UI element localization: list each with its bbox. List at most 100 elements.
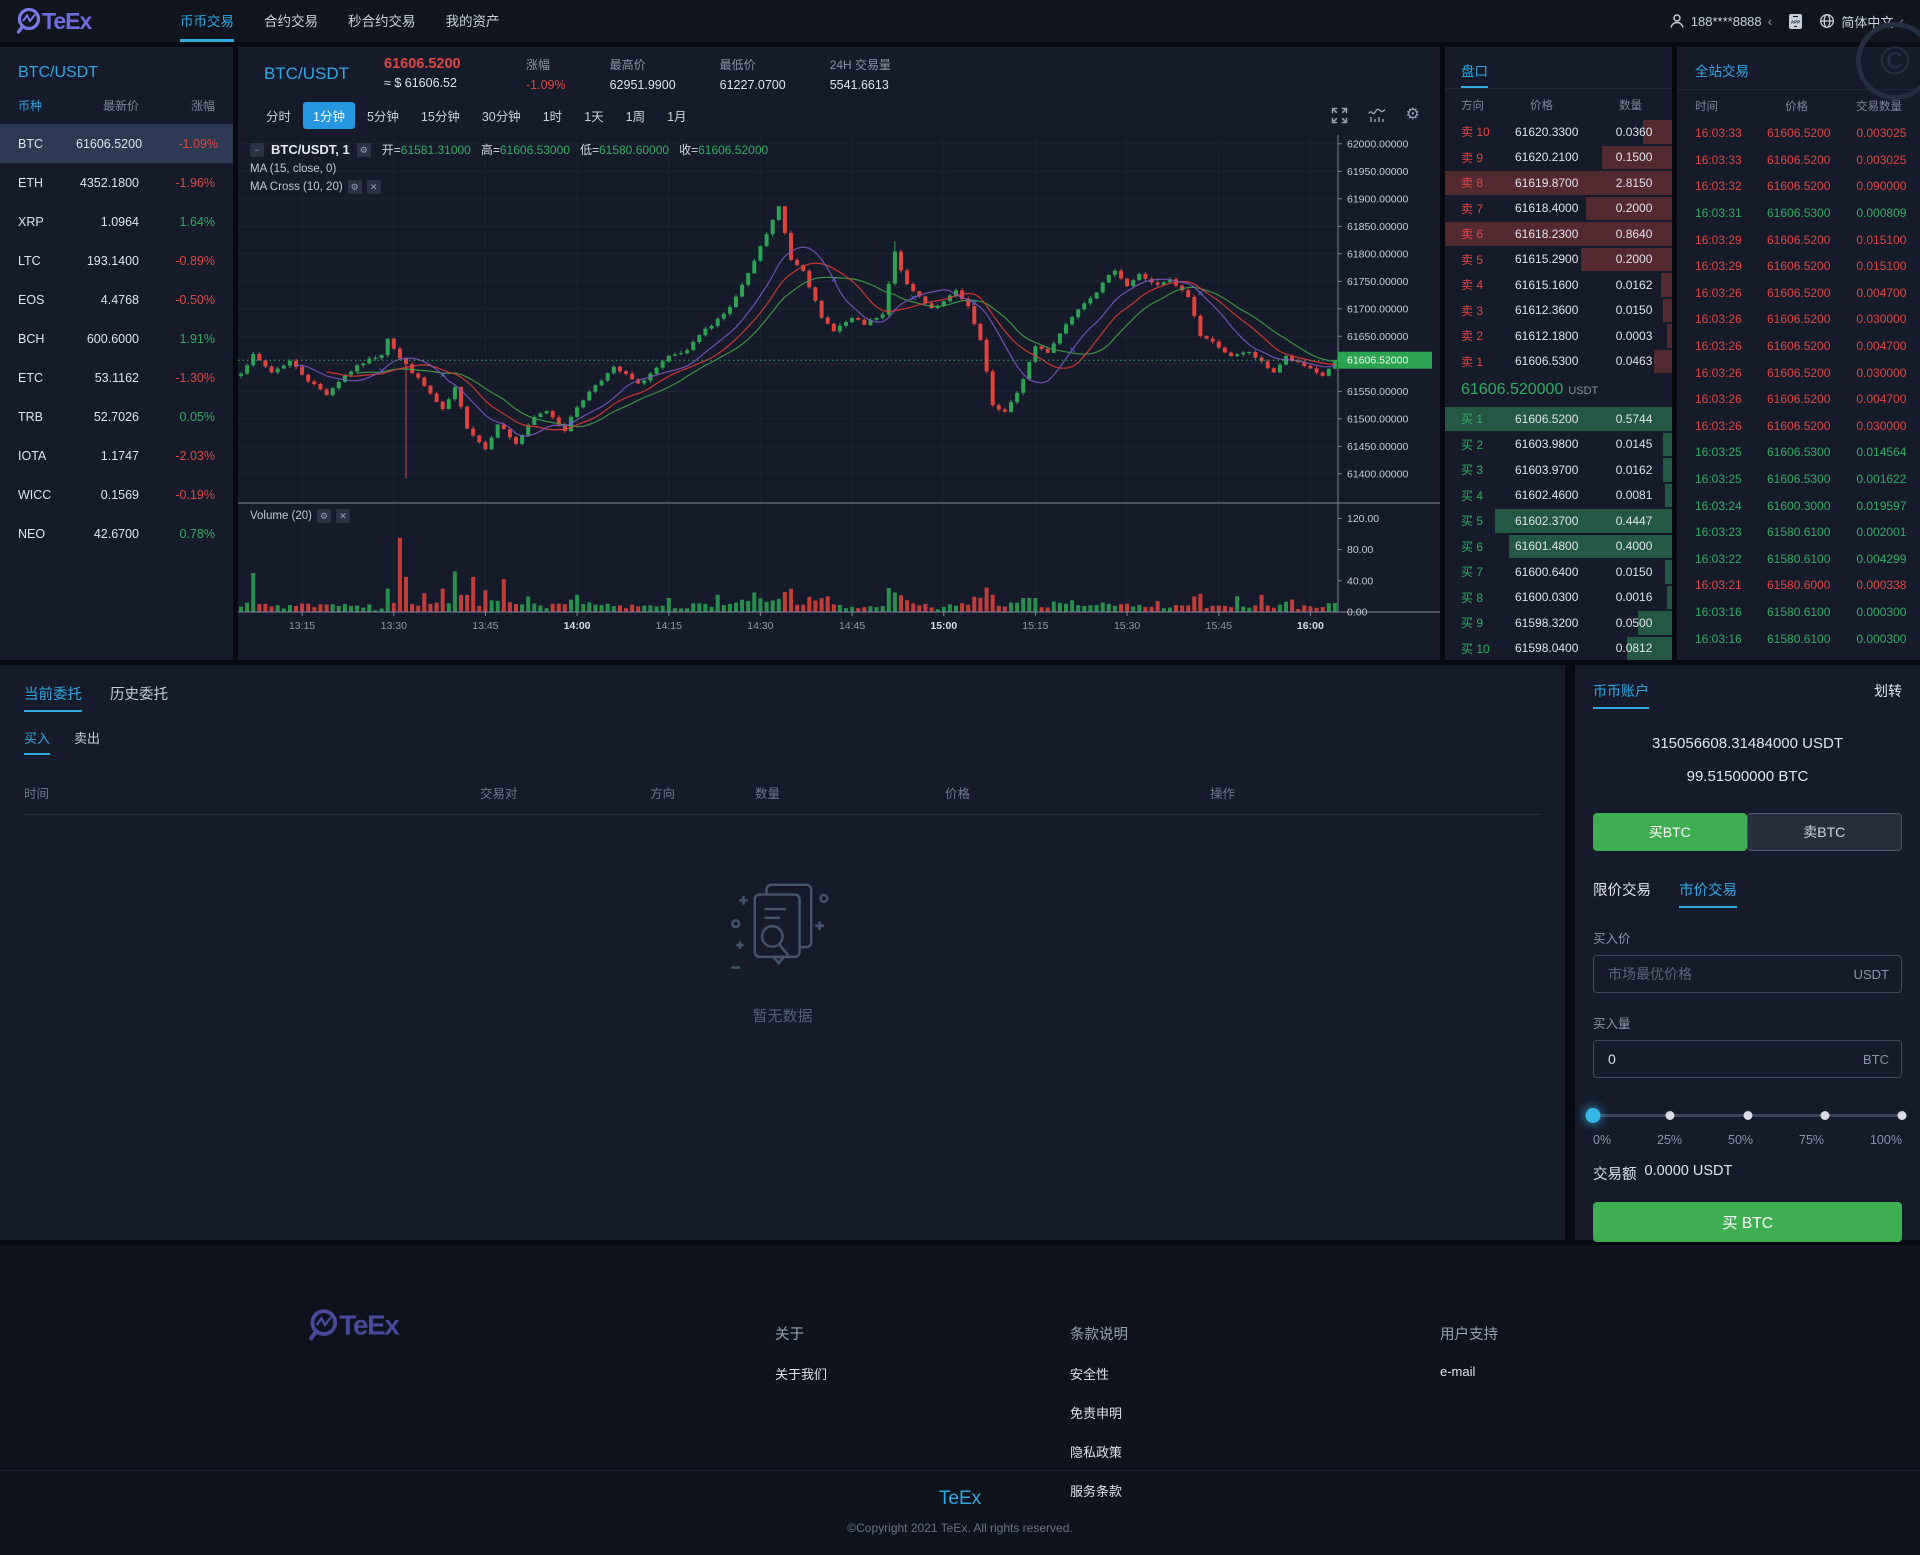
footer-link-服务条款[interactable]: 服务条款 [1070,1484,1123,1499]
candlestick-chart[interactable]: ✕ ✕ ✕ ✕ ✕ ✕ ✕ ✕ 62000.00000 61950.00000 61900.0000… [238,135,1440,652]
buy-amount-input[interactable] [1606,1050,1863,1068]
bid-row[interactable]: 买 9 61598.3200 0.0500 [1445,610,1672,636]
trade-time: 16:03:26 [1695,365,1742,380]
watchlist-row[interactable]: LTC 193.1400 -0.89% [0,241,233,280]
watchlist-row[interactable]: ETH 4352.1800 -1.96% [0,163,233,202]
timeframe-1时[interactable]: 1时 [542,109,563,124]
footer-link-关于我们[interactable]: 关于我们 [775,1367,828,1382]
price-cell: 61615.1600 [1515,277,1579,292]
buy-toggle-button[interactable]: 买BTC [1593,813,1747,851]
watchlist-row[interactable]: BCH 600.6000 1.91% [0,319,233,358]
bid-row[interactable]: 买 5 61602.3700 0.4447 [1445,508,1672,534]
bid-row[interactable]: 买 4 61602.4600 0.0081 [1445,483,1672,509]
watchlist-row[interactable]: NEO 42.6700 0.78% [0,514,233,553]
footer-link-e-mail[interactable]: e-mail [1440,1364,1476,1379]
timeframe-1月[interactable]: 1月 [667,109,687,124]
tab-limit-order[interactable]: 限价交易 [1593,883,1651,899]
ask-row[interactable]: 卖 2 61612.1800 0.0003 [1445,323,1672,349]
slider-dot-100[interactable] [1897,1111,1907,1120]
amount-cell: 0.0150 [1615,564,1653,579]
bid-row[interactable]: 买 10 61598.0400 0.0812 [1445,636,1672,662]
depth-bar [1662,458,1672,482]
svg-text:15:30: 15:30 [1114,620,1140,632]
timeframe-1天[interactable]: 1天 [584,109,604,124]
tab-market-order[interactable]: 市价交易 [1679,879,1737,908]
ask-row[interactable]: 卖 5 61615.2900 0.2000 [1445,247,1672,273]
buy-price-input[interactable] [1606,965,1854,983]
watchlist-row[interactable]: ETC 53.1162 -1.30% [0,358,233,397]
slider-dot-50[interactable] [1743,1111,1752,1120]
ask-row[interactable]: 卖 1 61606.5300 0.0463 [1445,349,1672,375]
timeframe-1周[interactable]: 1周 [625,109,646,124]
watchlist-row[interactable]: TRB 52.7026 0.05% [0,397,233,436]
depth-bar [1662,432,1672,456]
slider-dot-25[interactable] [1665,1111,1675,1120]
tab-卖出[interactable]: 卖出 [74,731,101,746]
bid-row[interactable]: 买 2 61603.9800 0.0145 [1445,432,1672,458]
indicator-icon[interactable] [1368,107,1386,123]
svg-text:61950.00000: 61950.00000 [1347,166,1408,178]
trade-amount: 0.019597 [1856,498,1907,513]
bid-row[interactable]: 买 1 61606.5200 0.5744 [1445,406,1672,432]
bid-row[interactable]: 买 7 61600.6400 0.0150 [1445,559,1672,585]
watchlist-row[interactable]: EOS 4.4768 -0.50% [0,280,233,319]
side-label: 买 2 [1461,437,1484,452]
ask-row[interactable]: 卖 8 61619.8700 2.8150 [1445,170,1672,196]
watchlist-row[interactable]: WICC 0.1569 -0.19% [0,475,233,514]
timeframe-5分钟[interactable]: 5分钟 [366,109,399,124]
slider-dot-75[interactable] [1820,1111,1830,1120]
trade-time: 16:03:29 [1695,232,1742,247]
trade-price: 61606.5200 [1767,312,1831,327]
svg-text:61800.00000: 61800.00000 [1347,248,1408,260]
svg-text:✕: ✕ [568,419,576,429]
nav-item-秒合约交易[interactable]: 秒合约交易 [348,13,416,29]
footer-link-隐私政策[interactable]: 隐私政策 [1070,1445,1123,1460]
bid-row[interactable]: 买 6 61601.4800 0.4000 [1445,534,1672,560]
footer: TeEx 关于 关于我们 条款说明 安全性 免责申明 隐私政策 服务条款 用户支持 e-ma… [0,1245,1920,1555]
ask-row[interactable]: 卖 3 61612.3600 0.0150 [1445,298,1672,324]
timeframe-1分钟[interactable]: 1分钟 [303,101,355,129]
footer-link-免责申明[interactable]: 免责申明 [1070,1406,1123,1421]
fullscreen-icon[interactable] [1331,107,1348,124]
gear-icon[interactable]: ⚙ [1405,106,1420,123]
nav-item-我的资产[interactable]: 我的资产 [445,13,500,29]
user-menu[interactable]: 188****8888 ‹ [1669,13,1772,29]
floating-widget-icon[interactable]: © [1856,22,1920,100]
ask-row[interactable]: 卖 10 61620.3300 0.0360 [1445,119,1672,145]
ask-row[interactable]: 卖 6 61618.2300 0.8640 [1445,221,1672,247]
timeframe-分时[interactable]: 分时 [266,109,292,124]
ask-row[interactable]: 卖 9 61620.2100 0.1500 [1445,145,1672,171]
nav-item-币币交易[interactable]: 币币交易 [180,0,234,42]
buy-submit-button[interactable]: 买 BTC [1593,1202,1902,1242]
trade-time: 16:03:16 [1695,631,1742,646]
timeframe-15分钟[interactable]: 15分钟 [420,109,460,124]
watchlist-row[interactable]: IOTA 1.1747 -2.03% [0,436,233,475]
watchlist-row[interactable]: BTC 61606.5200 -1.09% [0,124,233,163]
orders-col-时间: 时间 [24,787,50,801]
app-download-button[interactable]: APP [1788,13,1803,30]
tab-spot-account[interactable]: 币币账户 [1593,681,1649,709]
bid-row[interactable]: 买 3 61603.9700 0.0162 [1445,457,1672,483]
bid-row[interactable]: 买 8 61600.0300 0.0016 [1445,585,1672,611]
brand-logo[interactable]: TeEx [16,6,124,36]
tab-历史委托[interactable]: 历史委托 [110,687,168,703]
slider-dot-0[interactable] [1585,1108,1601,1123]
tab-买入[interactable]: 买入 [24,728,51,755]
ask-rows: 卖 10 61620.3300 0.0360 卖 9 61620.2100 0.1500 卖… [1445,119,1672,374]
ask-row[interactable]: 卖 4 61615.1600 0.0162 [1445,272,1672,298]
buy-amount-field-wrap: BTC [1593,1040,1902,1078]
amount-percent-slider[interactable] [1585,1108,1907,1123]
ask-row[interactable]: 卖 7 61618.4000 0.2000 [1445,196,1672,222]
tab-当前委托[interactable]: 当前委托 [24,683,82,712]
trade-time: 16:03:26 [1695,339,1742,354]
timeframe-30分钟[interactable]: 30分钟 [481,109,521,124]
sell-toggle-button[interactable]: 卖BTC [1746,813,1902,851]
watchlist-row[interactable]: XRP 1.0964 1.64% [0,202,233,241]
price-cell: 61618.4000 [1515,201,1579,216]
nav-item-合约交易[interactable]: 合约交易 [264,13,318,29]
transfer-button[interactable]: 划转 [1874,683,1902,699]
footer-link-安全性[interactable]: 安全性 [1070,1367,1110,1382]
coin-change: -2.03% [175,448,215,463]
footer-logo: TeEx [308,1307,438,1348]
